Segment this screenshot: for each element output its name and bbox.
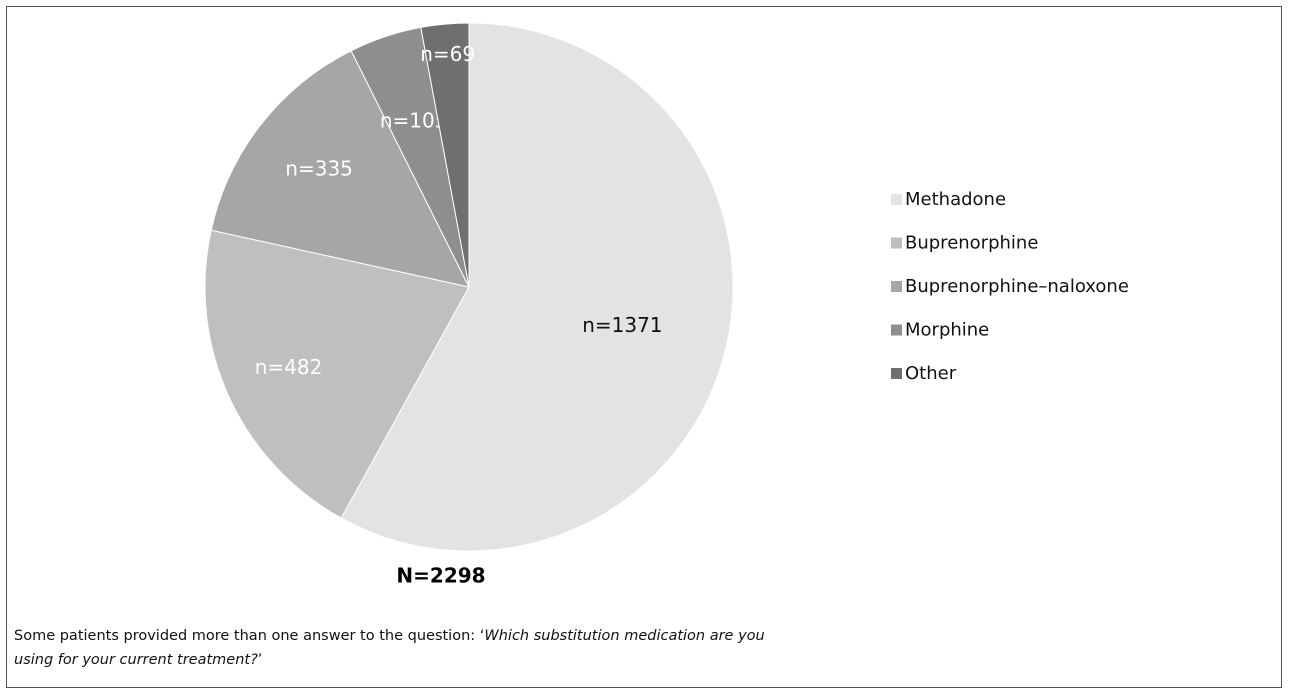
pie-slice: [204, 229, 470, 519]
chart: N=2298 n=1371n=482n=335n=105n=69Methadon…: [204, 22, 1129, 588]
pie-slice: [210, 50, 470, 288]
caption-question: Which substitution medication are you us…: [14, 628, 765, 668]
caption-end: ’: [257, 652, 263, 668]
legend-swatch: [891, 324, 902, 336]
frame: [6, 6, 1282, 688]
legend-swatch: [891, 368, 902, 379]
legend-label: Buprenorphine: [905, 233, 1038, 254]
pie-slice: [340, 22, 734, 552]
legend-swatch: [891, 237, 902, 249]
data-label: n=69: [420, 42, 475, 66]
data-label: n=482: [255, 355, 323, 379]
pie-slice: [420, 22, 470, 288]
legend-swatch: [891, 194, 902, 205]
total-label: N=2298: [396, 564, 485, 588]
data-label: n=335: [285, 157, 353, 181]
caption: Some patients provided more than one ans…: [14, 624, 774, 672]
caption-text: Some patients provided more than one ans…: [14, 628, 485, 644]
data-label: n=1371: [582, 313, 662, 337]
legend-label: Buprenorphine–naloxone: [905, 276, 1129, 297]
legend-label: Other: [905, 363, 957, 384]
legend-label: Methadone: [905, 189, 1006, 210]
legend-label: Morphine: [905, 320, 989, 341]
legend-swatch: [891, 281, 902, 292]
